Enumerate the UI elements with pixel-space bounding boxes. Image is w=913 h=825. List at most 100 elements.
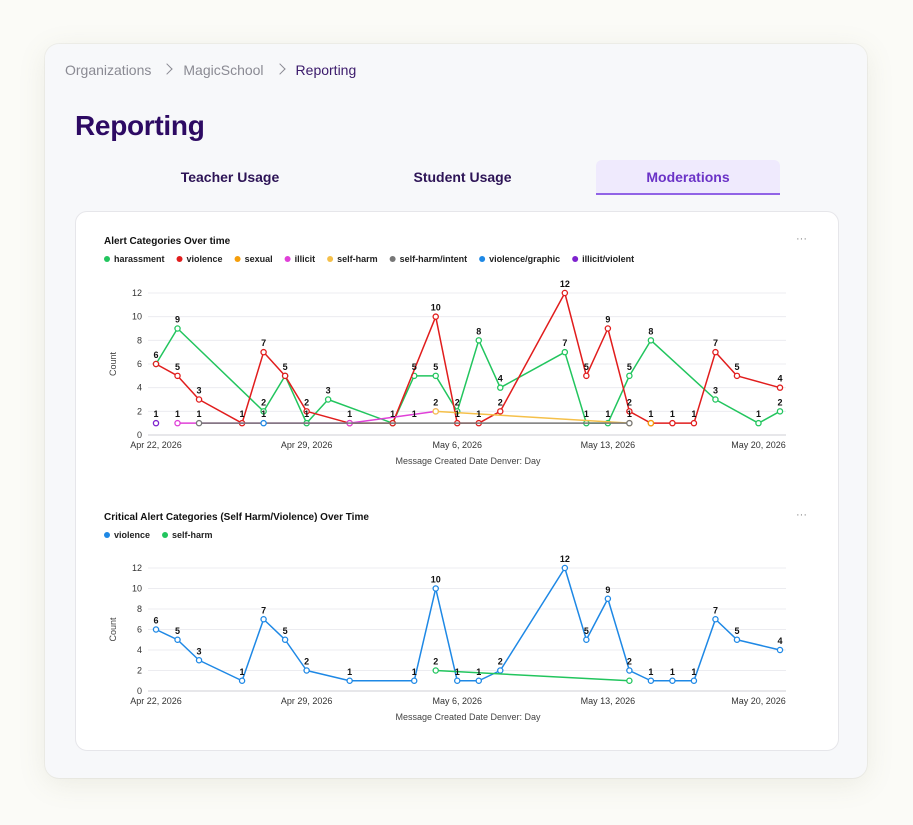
data-point-violence[interactable] <box>669 419 676 427</box>
data-point-violence[interactable] <box>260 615 267 623</box>
data-point-violence[interactable] <box>712 348 719 356</box>
data-label: 9 <box>175 315 180 325</box>
breadcrumb-magicschool[interactable]: MagicSchool <box>183 62 264 78</box>
data-point-violence[interactable] <box>497 408 504 415</box>
data-point-violence[interactable] <box>281 636 289 643</box>
data-point-violence[interactable] <box>690 677 698 684</box>
data-label: 1 <box>347 409 352 419</box>
data-point-harassment[interactable] <box>626 372 633 380</box>
data-point-violence[interactable] <box>583 636 590 643</box>
data-point-violence[interactable] <box>561 564 569 572</box>
data-point-violence[interactable] <box>626 408 633 415</box>
data-label: 1 <box>261 409 266 419</box>
data-point-violence[interactable] <box>669 677 676 684</box>
data-label: 1 <box>691 409 696 419</box>
legend-label[interactable]: self-harm/intent <box>400 254 468 264</box>
legend-label[interactable]: self-harm <box>337 254 378 264</box>
data-point-violence[interactable] <box>453 677 461 684</box>
data-point-violence[interactable] <box>647 677 655 684</box>
data-point-violence[interactable] <box>690 419 698 427</box>
y-tick-label: 4 <box>137 645 142 655</box>
data-point-violence[interactable] <box>626 667 633 674</box>
legend-label[interactable]: violence/graphic <box>489 254 560 264</box>
data-label: 3 <box>197 646 202 656</box>
data-point-violence[interactable] <box>475 677 483 684</box>
data-point-violence[interactable] <box>712 615 719 623</box>
data-point-harassment[interactable] <box>647 337 655 344</box>
breadcrumb-organizations[interactable]: Organizations <box>65 62 152 78</box>
more-horizontal-icon[interactable]: ··· <box>796 509 807 521</box>
data-label: 1 <box>412 667 417 677</box>
data-point-violence[interactable] <box>432 313 439 320</box>
data-point-violence[interactable] <box>346 677 353 684</box>
data-point-violence[interactable] <box>195 396 203 403</box>
data-point-harassment[interactable] <box>712 396 719 403</box>
legend-label[interactable]: illicit/violent <box>582 254 634 264</box>
data-point-harassment[interactable] <box>561 348 569 356</box>
data-point-self-harm[interactable] <box>432 667 439 674</box>
y-tick-label: 6 <box>137 625 142 635</box>
data-point-self-harm[interactable] <box>432 408 439 415</box>
data-point-harassment[interactable] <box>475 337 483 344</box>
data-point-violence[interactable] <box>303 667 310 674</box>
data-point-violence[interactable] <box>238 677 246 684</box>
data-point-violence-graphic[interactable] <box>260 419 267 427</box>
data-point-sexual[interactable] <box>647 419 655 427</box>
data-point-illicit[interactable] <box>174 419 181 427</box>
data-label: 5 <box>283 362 288 372</box>
data-point-illicit-violent[interactable] <box>152 419 160 427</box>
data-label: 1 <box>476 409 481 419</box>
y-tick-label: 10 <box>132 584 142 594</box>
data-point-violence[interactable] <box>776 646 784 654</box>
data-point-violence[interactable] <box>733 372 741 380</box>
legend-swatch-harassment <box>104 256 110 262</box>
legend-label[interactable]: sexual <box>245 254 273 264</box>
data-point-violence[interactable] <box>497 667 504 674</box>
data-point-self-harm-intent[interactable] <box>626 419 633 427</box>
data-point-harassment[interactable] <box>324 396 332 403</box>
tab-student-usage[interactable]: Student Usage <box>413 169 512 185</box>
data-label: 1 <box>390 409 395 419</box>
data-point-violence[interactable] <box>260 348 267 356</box>
tab-moderations[interactable]: Moderations <box>596 160 780 195</box>
data-point-violence[interactable] <box>604 325 612 332</box>
legend-label[interactable]: violence <box>187 254 223 264</box>
legend-swatch-illicit-violent <box>572 256 579 262</box>
y-tick-label: 0 <box>137 686 142 696</box>
data-point-self-harm[interactable] <box>626 677 633 684</box>
data-point-violence[interactable] <box>195 656 203 664</box>
data-point-harassment[interactable] <box>174 325 181 332</box>
data-point-harassment[interactable] <box>776 408 784 415</box>
data-point-harassment[interactable] <box>755 419 762 427</box>
data-point-violence[interactable] <box>410 677 418 684</box>
data-point-violence[interactable] <box>281 372 289 380</box>
data-point-violence[interactable] <box>152 360 160 368</box>
data-label: 1 <box>455 409 460 419</box>
tab-teacher-usage[interactable]: Teacher Usage <box>180 169 280 185</box>
data-point-self-harm-intent[interactable] <box>195 419 203 427</box>
data-point-violence[interactable] <box>604 595 612 603</box>
series-line-violence <box>155 292 781 424</box>
data-point-violence[interactable] <box>583 372 590 380</box>
data-point-violence[interactable] <box>432 585 439 592</box>
data-point-violence[interactable] <box>152 626 160 633</box>
data-point-harassment[interactable] <box>260 408 267 415</box>
legend-label[interactable]: violence <box>114 530 150 540</box>
data-point-violence[interactable] <box>174 372 181 380</box>
data-point-violence[interactable] <box>776 384 784 391</box>
legend-label[interactable]: illicit <box>295 254 316 264</box>
data-point-violence[interactable] <box>561 289 569 297</box>
data-label: 7 <box>261 338 266 348</box>
breadcrumb: Organizations MagicSchool Reporting <box>65 62 356 78</box>
data-point-harassment[interactable] <box>432 372 439 380</box>
data-point-violence[interactable] <box>174 636 181 643</box>
data-point-violence[interactable] <box>303 408 310 415</box>
x-tick-label: May 6, 2026 <box>432 440 482 450</box>
data-label: 2 <box>627 397 632 407</box>
data-point-harassment[interactable] <box>497 384 504 391</box>
x-tick-label: May 6, 2026 <box>432 696 482 706</box>
data-point-violence[interactable] <box>733 636 741 643</box>
legend-label[interactable]: self-harm <box>172 530 213 540</box>
more-horizontal-icon[interactable]: ··· <box>796 233 807 245</box>
legend-label[interactable]: harassment <box>114 254 165 264</box>
